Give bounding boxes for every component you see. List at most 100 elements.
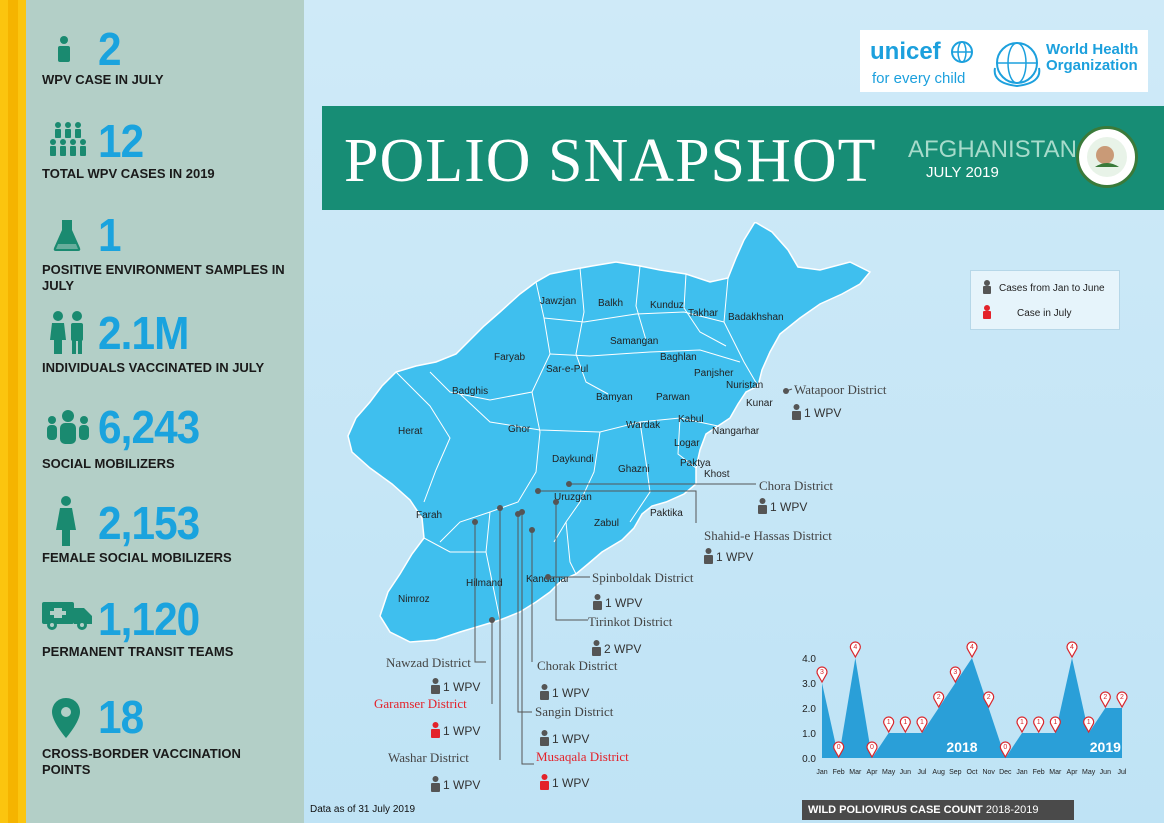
province-label: Paktika bbox=[650, 508, 683, 519]
district-chorak: Chorak District bbox=[537, 658, 618, 673]
earlier-case-icon bbox=[792, 404, 801, 420]
flask-icon bbox=[53, 220, 81, 251]
children-icon bbox=[50, 311, 83, 354]
data-point-marker: 3 bbox=[949, 666, 961, 684]
stat-label: FEMALE SOCIAL MOBILIZERS bbox=[42, 550, 232, 565]
earlier-case-icon bbox=[540, 684, 549, 700]
earlier-case-icon bbox=[431, 776, 440, 792]
stat-label: INDIVIDUALS VACCINATED IN JULY bbox=[42, 360, 265, 375]
x-tick-label: Feb bbox=[833, 769, 845, 776]
x-tick-label: Feb bbox=[1033, 769, 1045, 776]
stat-value: 2.1M bbox=[98, 307, 189, 359]
province-label: Jawzjan bbox=[540, 296, 576, 307]
province-label: Nuristan bbox=[726, 380, 763, 391]
province-label: Parwan bbox=[656, 392, 690, 403]
report-date: JULY 2019 bbox=[926, 164, 999, 181]
province-borders bbox=[395, 265, 759, 621]
data-point-marker: 2 bbox=[1099, 691, 1111, 709]
province-label: Balkh bbox=[598, 298, 623, 309]
district-musaqala-count: 1 WPV bbox=[540, 774, 589, 790]
x-tick-label: Mar bbox=[849, 769, 862, 776]
data-point-marker: 1 bbox=[883, 716, 895, 734]
data-point-marker: 1 bbox=[1049, 716, 1061, 734]
data-point-marker: 4 bbox=[849, 641, 861, 659]
district-garamser: Garamser District bbox=[374, 696, 467, 711]
province-label: Badghis bbox=[452, 386, 488, 397]
data-label: 2 bbox=[987, 694, 991, 701]
stat-label: CROSS-BORDER VACCINATION POINTS bbox=[42, 746, 241, 777]
data-label: 0 bbox=[837, 744, 841, 751]
afghanistan-map: Jawzjan Balkh Kunduz Takhar Badakhshan F… bbox=[347, 222, 872, 643]
district-washar-count: 1 WPV bbox=[431, 776, 480, 792]
province-label: Wardak bbox=[626, 420, 661, 431]
who-emblem-icon bbox=[993, 42, 1041, 88]
legend-label: Cases from Jan to June bbox=[999, 283, 1105, 294]
district-garamser-count: 1 WPV bbox=[431, 722, 480, 738]
who-line2: Organization bbox=[1046, 57, 1138, 74]
district-watapoor: Watapoor District bbox=[794, 382, 887, 397]
district-tirinkot: Tirinkot District bbox=[588, 614, 673, 629]
map-country-shape bbox=[347, 222, 872, 643]
data-label: 2 bbox=[1120, 694, 1124, 701]
district-chorak-count: 1 WPV bbox=[540, 684, 589, 700]
page-title: POLIO SNAPSHOT bbox=[344, 127, 877, 195]
province-label: Ghor bbox=[508, 424, 531, 435]
province-label: Kunar bbox=[746, 398, 773, 409]
unicef-name: unicef bbox=[870, 38, 941, 65]
data-label: 1 bbox=[903, 719, 907, 726]
stat-label: WPV CASE IN JULY bbox=[42, 72, 164, 87]
data-point-marker: 0 bbox=[866, 741, 878, 759]
stat-label: TOTAL WPV CASES IN 2019 bbox=[42, 166, 215, 181]
country-name: AFGHANISTAN bbox=[908, 136, 1077, 163]
province-label: Daykundi bbox=[552, 454, 594, 465]
stat-value: 1 bbox=[98, 209, 122, 261]
earlier-case-icon bbox=[431, 678, 440, 694]
legend-label: Case in July bbox=[1017, 308, 1072, 319]
wpv-count: 1 WPV bbox=[443, 724, 481, 738]
y-tick-label: 2.0 bbox=[802, 704, 816, 715]
stats-sidebar: 2 WPV CASE IN JULY 12 TOTAL WPV CASES IN… bbox=[26, 0, 304, 823]
earlier-case-icon bbox=[540, 730, 549, 746]
wpv-count: 1 WPV bbox=[552, 686, 590, 700]
district-spinboldak-count: 1 WPV bbox=[593, 594, 642, 610]
district-spinboldak: Spinboldak District bbox=[592, 570, 694, 585]
earlier-case-icon bbox=[704, 548, 713, 564]
data-point-marker: 4 bbox=[1066, 641, 1078, 659]
data-label: 2 bbox=[937, 694, 941, 701]
province-label: Kunduz bbox=[650, 300, 684, 311]
data-point-marker: 3 bbox=[816, 666, 828, 684]
province-label: Uruzgan bbox=[554, 492, 592, 503]
legend-july: Case in July bbox=[983, 305, 1071, 319]
legend-jan-june: Cases from Jan to June bbox=[983, 280, 1105, 294]
ambulance-icon bbox=[42, 602, 92, 630]
data-point-marker: 1 bbox=[916, 716, 928, 734]
people-group-icon bbox=[50, 122, 86, 156]
district-musaqala: Musaqala District bbox=[536, 749, 629, 764]
province-label: Zabul bbox=[594, 518, 619, 529]
stat-value: 12 bbox=[98, 115, 144, 167]
data-markers: 3 0 4 0 1 1 1 2 3 4 2 0 1 1 1 4 1 2 2 bbox=[816, 641, 1128, 759]
title-banner: POLIO SNAPSHOT AFGHANISTAN JULY 2019 bbox=[322, 106, 1164, 210]
who-line1: World Health bbox=[1046, 41, 1139, 58]
province-label: Paktya bbox=[680, 458, 711, 469]
who-logo: World Health Organization bbox=[990, 34, 1148, 92]
yellow-stripe bbox=[0, 0, 26, 823]
stat-value: 18 bbox=[98, 691, 144, 743]
stat-label: POSITIVE ENVIRONMENT SAMPLES IN JULY bbox=[42, 262, 285, 293]
data-point-marker: 0 bbox=[833, 741, 845, 759]
unicef-tagline: for every child bbox=[872, 70, 966, 87]
x-tick-label: Jun bbox=[900, 769, 911, 776]
district-nawzad: Nawzad District bbox=[386, 655, 471, 670]
woman-icon bbox=[56, 496, 76, 546]
wpv-count: 1 WPV bbox=[443, 778, 481, 792]
district-sangin-count: 1 WPV bbox=[540, 730, 589, 746]
x-tick-label: May bbox=[882, 769, 896, 776]
district-nawzad-count: 1 WPV bbox=[431, 678, 480, 694]
chart-caption-years: 2018-2019 bbox=[985, 804, 1039, 816]
province-label: Panjsher bbox=[694, 368, 734, 379]
province-label: Sar-e-Pul bbox=[546, 364, 588, 375]
case-area-series bbox=[822, 658, 1122, 758]
data-point-marker: 2 bbox=[933, 691, 945, 709]
province-label: Nimroz bbox=[398, 594, 430, 605]
year-label: 2019 bbox=[1090, 739, 1121, 755]
